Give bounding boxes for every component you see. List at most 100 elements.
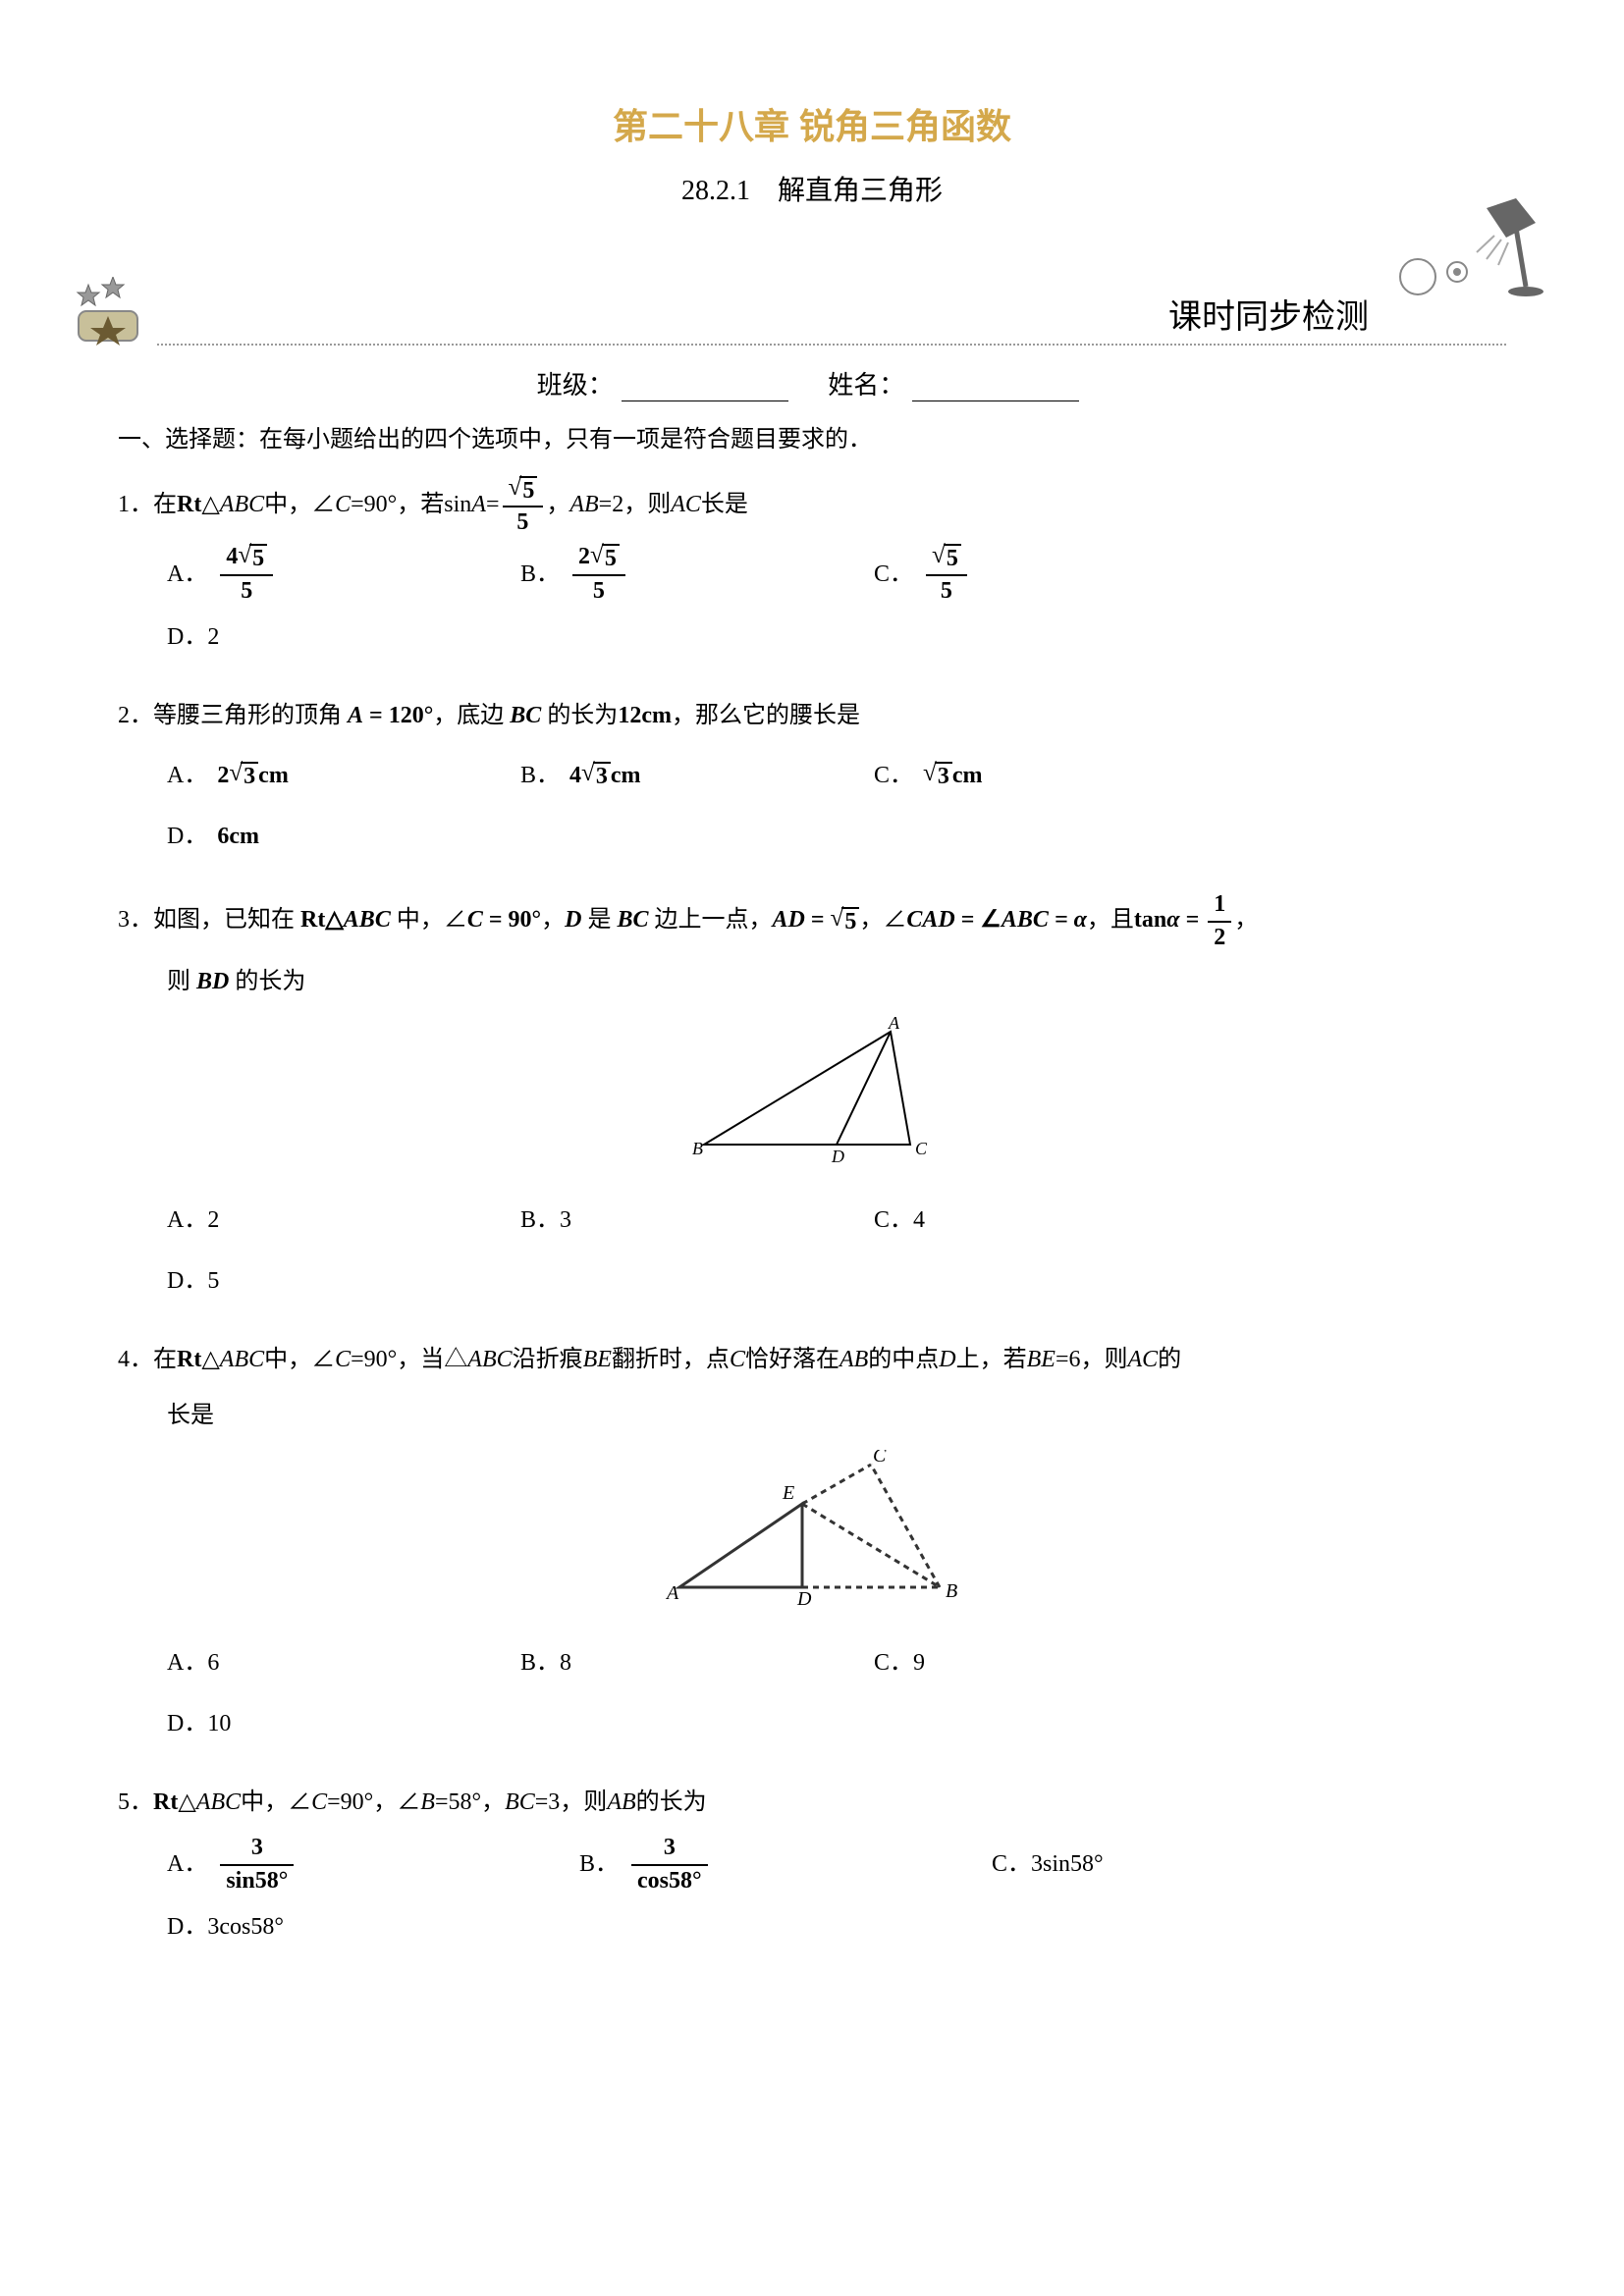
name-blank[interactable] <box>912 400 1079 401</box>
question-5: 5．Rt△ABC中，∠C=90°，∠B=58°，BC=3，则AB的长为 A．3s… <box>118 1778 1506 1959</box>
q3-pre: 3．如图，已知在 <box>118 907 300 933</box>
q3-D: D <box>565 907 581 933</box>
q4-abc2: ABC <box>467 1347 512 1372</box>
q1-ef: = <box>486 492 500 517</box>
q4d-B: B <box>946 1580 957 1602</box>
q4-optD[interactable]: D．10 <box>167 1695 520 1752</box>
q2C-r: 3 <box>935 762 952 789</box>
q4d-E: E <box>782 1482 794 1504</box>
q4-BE2: BE <box>1027 1347 1056 1372</box>
q3-optB[interactable]: B．3 <box>520 1192 874 1249</box>
q3D: D．5 <box>167 1256 219 1306</box>
q2D-l: D． <box>167 812 207 861</box>
q4-optB[interactable]: B．8 <box>520 1634 874 1691</box>
q2B-r: 3 <box>593 762 611 789</box>
q1-optC[interactable]: C．√55 <box>874 543 1227 605</box>
q4-optC[interactable]: C．9 <box>874 1634 1227 1691</box>
q3B: B．3 <box>520 1196 571 1245</box>
q3-abc: ABC <box>344 907 391 933</box>
q2-tail: ，那么它的腰长是 <box>672 703 860 728</box>
q4-abc: ABC <box>220 1347 264 1372</box>
q5-options: A．3sin58° B．3cos58° C．3sin58° D．3cos58° <box>118 1834 1506 1960</box>
q2-mid: ，底边 <box>433 703 510 728</box>
q1C-r: 5 <box>944 544 961 571</box>
q4B: B．8 <box>520 1638 571 1687</box>
q4-AB: AB <box>839 1347 868 1372</box>
q1-optB[interactable]: B．2√55 <box>520 543 874 605</box>
q3-CAD: CAD <box>906 907 954 933</box>
q5A-l: A． <box>167 1840 207 1889</box>
q3-m6: ，且 <box>1087 907 1134 933</box>
q1A-lbl: A． <box>167 550 207 599</box>
q1B-d: 5 <box>572 576 625 606</box>
q4D: D．10 <box>167 1699 231 1748</box>
q2-optD[interactable]: D．6cm <box>167 808 520 865</box>
q2B-l: B． <box>520 751 560 800</box>
q1D-lbl: D．2 <box>167 613 219 662</box>
q4-tri: △ <box>201 1347 219 1372</box>
q3-BD: BD <box>196 969 229 994</box>
q4-C: C <box>335 1347 351 1372</box>
question-3: 3．如图，已知在 Rt△ABC 中，∠C = 90°，D 是 BC 边上一点，A… <box>118 890 1506 1313</box>
q5-tri: △ <box>178 1789 195 1815</box>
class-label: 班级： <box>537 371 614 400</box>
q4-text: 4．在Rt△ABC中，∠C=90°，当△ABC沿折痕BE翻折时，点C恰好落在AB… <box>118 1335 1506 1384</box>
q3-al: α = <box>1166 907 1199 933</box>
q2D-v: 6cm <box>217 812 259 861</box>
q3-m3: 是 <box>581 907 617 933</box>
q3-optA[interactable]: A．2 <box>167 1192 520 1249</box>
q1-text: 1．在Rt△ABC中，∠C=90°，若sinA=√55，AB=2，则AC长是 <box>118 475 1506 537</box>
stars-icon <box>69 277 157 346</box>
q2-optA[interactable]: A．2√3cm <box>167 747 520 804</box>
q4-m4: 恰好落在 <box>745 1347 839 1372</box>
q4d-C: C <box>873 1450 887 1467</box>
q1C-d: 5 <box>926 576 967 606</box>
q2-eq: = 120° <box>363 703 433 728</box>
q4d-D: D <box>796 1588 812 1607</box>
q2A-l: A． <box>167 751 207 800</box>
q4-BE: BE <box>583 1347 612 1372</box>
q5-optB[interactable]: B．3cos58° <box>579 1834 992 1896</box>
q1A-d: 5 <box>220 576 273 606</box>
q3-tan: tan <box>1134 907 1166 933</box>
q5-optC[interactable]: C．3sin58° <box>992 1834 1404 1896</box>
q1-m2: ， <box>546 492 569 517</box>
q4-m1: 中，∠ <box>264 1347 335 1372</box>
q2-optB[interactable]: B．4√3cm <box>520 747 874 804</box>
q5A-d: sin58° <box>220 1866 294 1896</box>
q3-ABC: ABC <box>1001 907 1049 933</box>
q3-C: C <box>467 907 483 933</box>
q4-options: A．6 B．8 C．9 D．10 <box>118 1634 1506 1756</box>
q5-58: =58°， <box>435 1789 505 1815</box>
q5D: D．3cos58° <box>167 1902 284 1951</box>
q3-l2p: 则 <box>167 969 196 994</box>
q4-optA[interactable]: A．6 <box>167 1634 520 1691</box>
q3-optC[interactable]: C．4 <box>874 1192 1227 1249</box>
q3-optD[interactable]: D．5 <box>167 1253 520 1309</box>
q1-c: C <box>335 492 351 517</box>
q5B-l: B． <box>579 1840 619 1889</box>
worksheet-page: 第二十八章 锐角三角函数 28.2.1 解直角三角形 课时同步检测 班级： 姓名… <box>0 0 1624 2040</box>
q5-optD[interactable]: D．3cos58° <box>167 1898 579 1955</box>
q4-AC: AC <box>1128 1347 1159 1372</box>
q3A: A．2 <box>167 1196 219 1245</box>
q3d-A: A <box>888 1017 900 1033</box>
q1-optD[interactable]: D．2 <box>167 609 520 666</box>
section1-heading: 一、选择题：在每小题给出的四个选项中，只有一项是符合题目要求的． <box>118 419 1506 454</box>
q5-e3: =3，则 <box>535 1789 608 1815</box>
q1-eq90: =90°，若sin <box>351 492 471 517</box>
q1-rt: Rt <box>177 492 201 517</box>
q3-m4: 边上一点， <box>648 907 772 933</box>
q5-optA[interactable]: A．3sin58° <box>167 1834 579 1896</box>
q2A-r: 3 <box>241 762 258 789</box>
class-blank[interactable] <box>622 400 788 401</box>
q2-optC[interactable]: C．√3cm <box>874 747 1227 804</box>
name-label: 姓名： <box>828 371 904 400</box>
q3-d: 2 <box>1208 923 1231 952</box>
q2-BC: BC <box>510 703 541 728</box>
q2-pre: 2．等腰三角形的顶角 <box>118 703 348 728</box>
q1-optA[interactable]: A．4√55 <box>167 543 520 605</box>
q3-s5: 5 <box>841 907 859 934</box>
q1-ac: AC <box>671 492 701 517</box>
q2C-l: C． <box>874 751 913 800</box>
